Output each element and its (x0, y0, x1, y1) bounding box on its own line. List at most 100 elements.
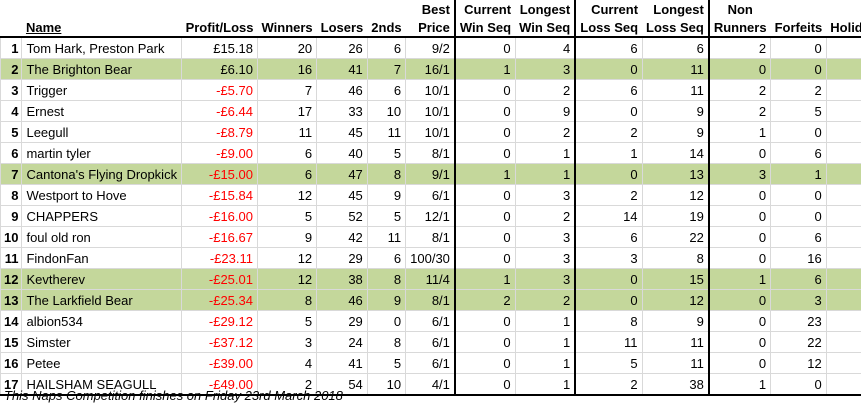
longest-loss-seq-cell[interactable]: 22 (641, 226, 710, 248)
seconds-cell[interactable]: 6 (366, 247, 407, 269)
winners-cell[interactable]: 5 (256, 205, 318, 227)
losers-cell[interactable]: 33 (316, 100, 368, 122)
losers-cell[interactable]: 45 (316, 121, 368, 143)
longest-win-seq-cell[interactable]: 3 (514, 58, 576, 80)
losers-cell[interactable]: 29 (316, 247, 368, 269)
non-runners-cell[interactable]: 0 (707, 226, 772, 248)
current-win-seq-cell[interactable]: 0 (453, 79, 516, 101)
rank-cell[interactable]: 15 (0, 331, 23, 353)
rank-cell[interactable]: 4 (0, 100, 23, 122)
player-name-cell[interactable]: The Brighton Bear (21, 58, 183, 80)
longest-loss-seq-cell[interactable]: 12 (641, 184, 710, 206)
player-name-cell[interactable]: Kevtherev (21, 268, 183, 290)
non-runners-cell[interactable]: 1 (707, 121, 772, 143)
player-name-cell[interactable]: Cantona's Flying Dropkick (21, 163, 183, 185)
current-win-seq-cell[interactable]: 0 (453, 205, 516, 227)
losers-cell[interactable]: 45 (316, 184, 368, 206)
longest-loss-seq-cell[interactable]: 9 (641, 121, 710, 143)
winners-cell[interactable]: 7 (256, 79, 318, 101)
best-price-cell[interactable]: 10/1 (405, 100, 456, 122)
seconds-cell[interactable]: 8 (366, 163, 407, 185)
current-loss-seq-cell[interactable]: 0 (574, 163, 643, 185)
longest-win-seq-cell[interactable]: 2 (514, 289, 576, 311)
winners-cell[interactable]: 12 (256, 268, 318, 290)
longest-loss-seq-cell[interactable]: 38 (641, 373, 710, 396)
rank-cell[interactable]: 13 (0, 289, 23, 311)
forfeits-cell[interactable]: 0 (770, 205, 827, 227)
rank-cell[interactable]: 8 (0, 184, 23, 206)
forfeits-cell[interactable]: 6 (770, 268, 827, 290)
player-name-cell[interactable]: The Larkfield Bear (21, 289, 183, 311)
longest-win-seq-cell[interactable]: 3 (514, 268, 576, 290)
forfeits-cell[interactable]: 23 (770, 310, 827, 332)
winners-cell[interactable]: 16 (256, 58, 318, 80)
profit-loss-cell[interactable]: -£5.70 (181, 79, 258, 101)
winners-cell[interactable]: 17 (256, 100, 318, 122)
forfeits-cell[interactable]: 0 (770, 58, 827, 80)
seconds-cell[interactable]: 10 (366, 100, 407, 122)
best-price-cell[interactable]: 6/1 (405, 352, 456, 374)
winners-cell[interactable]: 5 (256, 310, 318, 332)
holiday-cell[interactable]: 5 (825, 142, 861, 164)
holiday-cell[interactable]: 0 (825, 121, 861, 143)
longest-loss-seq-cell[interactable]: 9 (641, 100, 710, 122)
longest-win-seq-cell[interactable]: 2 (514, 79, 576, 101)
holiday-cell[interactable]: 0 (825, 289, 861, 311)
forfeits-cell[interactable]: 0 (770, 373, 827, 396)
non-runners-cell[interactable]: 0 (707, 331, 772, 353)
losers-cell[interactable]: 29 (316, 310, 368, 332)
seconds-cell[interactable]: 5 (366, 352, 407, 374)
profit-loss-cell[interactable]: -£39.00 (181, 352, 258, 374)
profit-loss-cell[interactable]: -£25.34 (181, 289, 258, 311)
player-name-cell[interactable]: foul old ron (21, 226, 183, 248)
current-loss-seq-cell[interactable]: 11 (574, 331, 643, 353)
current-win-seq-cell[interactable]: 0 (453, 100, 516, 122)
current-loss-seq-cell[interactable]: 0 (574, 100, 643, 122)
forfeits-cell[interactable]: 3 (770, 289, 827, 311)
non-runners-cell[interactable]: 0 (707, 289, 772, 311)
best-price-cell[interactable]: 10/1 (405, 79, 456, 101)
player-name-cell[interactable]: albion534 (21, 310, 183, 332)
profit-loss-cell[interactable]: -£25.01 (181, 268, 258, 290)
holiday-cell[interactable]: 0 (825, 100, 861, 122)
current-win-seq-cell[interactable]: 0 (453, 184, 516, 206)
holiday-cell[interactable]: 9 (825, 36, 861, 59)
holiday-cell[interactable]: 0 (825, 373, 861, 396)
rank-cell[interactable]: 14 (0, 310, 23, 332)
seconds-cell[interactable]: 7 (366, 58, 407, 80)
forfeits-cell[interactable]: 0 (770, 184, 827, 206)
longest-win-seq-cell[interactable]: 3 (514, 247, 576, 269)
losers-cell[interactable]: 24 (316, 331, 368, 353)
rank-cell[interactable]: 9 (0, 205, 23, 227)
non-runners-cell[interactable]: 2 (707, 36, 772, 59)
longest-loss-seq-cell[interactable]: 8 (641, 247, 710, 269)
player-name-cell[interactable]: Tom Hark, Preston Park (21, 36, 183, 59)
forfeits-cell[interactable]: 1 (770, 163, 827, 185)
seconds-cell[interactable]: 6 (366, 79, 407, 101)
profit-loss-cell[interactable]: -£9.00 (181, 142, 258, 164)
profit-loss-cell[interactable]: -£6.44 (181, 100, 258, 122)
current-loss-seq-cell[interactable]: 1 (574, 142, 643, 164)
current-win-seq-cell[interactable]: 0 (453, 142, 516, 164)
non-runners-cell[interactable]: 0 (707, 205, 772, 227)
non-runners-cell[interactable]: 0 (707, 184, 772, 206)
rank-cell[interactable]: 11 (0, 247, 23, 269)
longest-loss-seq-cell[interactable]: 12 (641, 289, 710, 311)
non-runners-cell[interactable]: 2 (707, 79, 772, 101)
current-loss-seq-cell[interactable]: 2 (574, 184, 643, 206)
losers-cell[interactable]: 52 (316, 205, 368, 227)
current-loss-seq-cell[interactable]: 8 (574, 310, 643, 332)
non-runners-cell[interactable]: 0 (707, 310, 772, 332)
player-name-cell[interactable]: Petee (21, 352, 183, 374)
holiday-cell[interactable]: 0 (825, 352, 861, 374)
holiday-cell[interactable]: 0 (825, 58, 861, 80)
forfeits-cell[interactable]: 6 (770, 226, 827, 248)
non-runners-cell[interactable]: 1 (707, 373, 772, 396)
profit-loss-cell[interactable]: £6.10 (181, 58, 258, 80)
rank-cell[interactable]: 17 (0, 373, 23, 396)
current-win-seq-cell[interactable]: 0 (453, 373, 516, 396)
